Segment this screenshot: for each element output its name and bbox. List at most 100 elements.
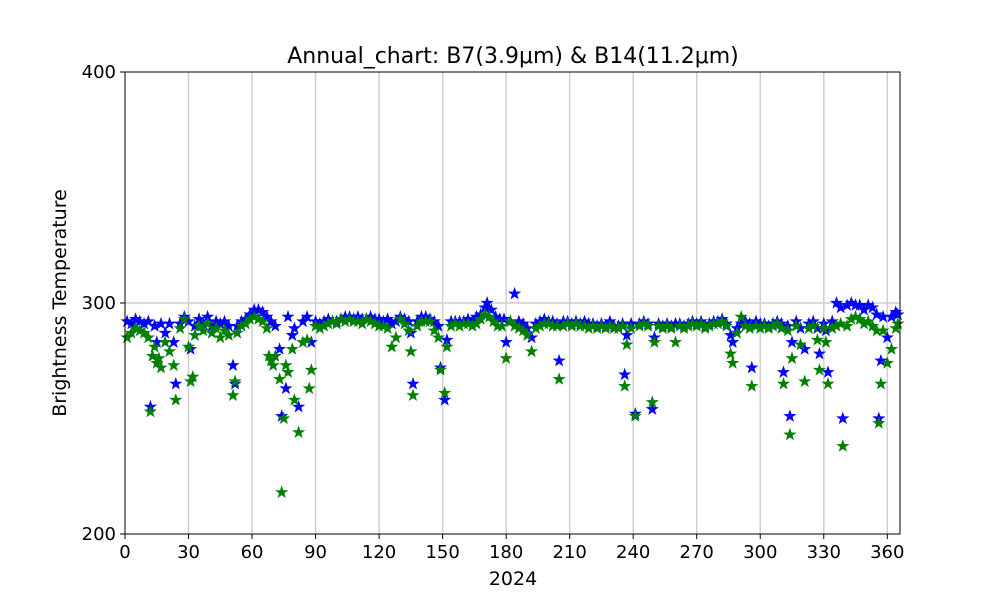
x-tick-label: 300 [743,542,777,563]
data-point [256,314,270,328]
data-point [497,312,511,325]
data-point [279,381,293,395]
data-point [645,395,659,408]
data-point [870,307,884,321]
data-point [880,330,894,344]
data-point [876,323,890,337]
data-point [724,346,738,360]
data-point [438,386,452,399]
data-point [385,339,399,353]
data-point [499,335,513,348]
data-point [793,337,808,351]
data-point [266,358,280,371]
data-point [230,326,244,339]
data-point [402,323,416,337]
data-point [884,342,899,355]
data-point [152,351,166,364]
data-point [874,376,888,390]
x-tick-label: 330 [807,542,841,563]
data-point [783,427,797,441]
data-point [281,309,295,323]
data-point [226,358,240,371]
data-point [834,316,848,330]
data-point [520,328,534,341]
data-point [745,360,759,374]
data-point [143,404,157,418]
data-point [431,330,445,344]
data-point [188,328,202,341]
data-point [177,312,191,325]
series-1 [120,286,905,425]
data-point [285,328,299,341]
data-point [158,335,172,348]
data-point [495,319,509,332]
data-point [281,365,295,378]
y-tick-label: 200 [82,524,116,545]
data-point [186,369,200,383]
data-point [719,319,733,332]
data-point [167,358,181,371]
x-tick-label: 60 [241,542,264,563]
data-point [273,372,287,385]
data-point [173,321,187,334]
data-point [162,316,177,330]
data-point [300,309,314,323]
series-2 [120,307,905,498]
x-axis-label: 2024 [489,568,537,590]
data-point [222,328,236,341]
data-point [285,342,299,355]
data-point [196,323,210,337]
data-point [618,367,632,381]
data-point [891,316,905,330]
data-point [821,365,835,378]
data-point [812,363,827,376]
data-point [776,365,791,378]
data-point [774,321,788,334]
data-point [819,335,833,348]
data-point [776,376,791,390]
data-point [726,356,740,369]
data-point [304,363,318,376]
data-point [618,379,632,392]
data-point [874,353,888,367]
data-point [169,376,183,390]
data-point [268,319,282,332]
data-point [300,333,314,346]
data-point [484,302,498,316]
data-point [628,409,642,422]
data-point [552,353,566,367]
data-point [213,330,227,344]
data-point [279,358,293,371]
data-point [726,335,740,348]
x-tick-label: 150 [425,542,459,563]
x-tick-label: 360 [870,542,904,563]
data-point [273,342,287,355]
data-point [641,319,655,332]
data-point [169,393,183,406]
data-point [810,333,824,346]
x-tick-label: 0 [119,542,130,563]
data-point [785,335,799,348]
data-point [836,411,850,425]
data-point [302,381,316,395]
data-point [865,300,880,314]
data-point [226,388,240,401]
y-tick-label: 400 [82,62,116,83]
data-point [798,374,812,388]
data-point [209,321,223,334]
x-tick-label: 240 [616,542,650,563]
data-point [836,439,850,452]
data-point [872,416,886,429]
data-point [438,393,452,406]
data-point [781,323,795,337]
data-point [734,309,748,323]
data-point [292,425,306,438]
data-point [287,321,301,334]
data-point [292,399,306,413]
x-axis: 0 30 60 90 120 150 180 210 240 270 300 330 360 [119,534,904,563]
data-point [148,339,162,353]
data-point [730,326,744,339]
data-point [406,376,420,390]
data-point [406,388,420,401]
data-point [423,314,437,328]
